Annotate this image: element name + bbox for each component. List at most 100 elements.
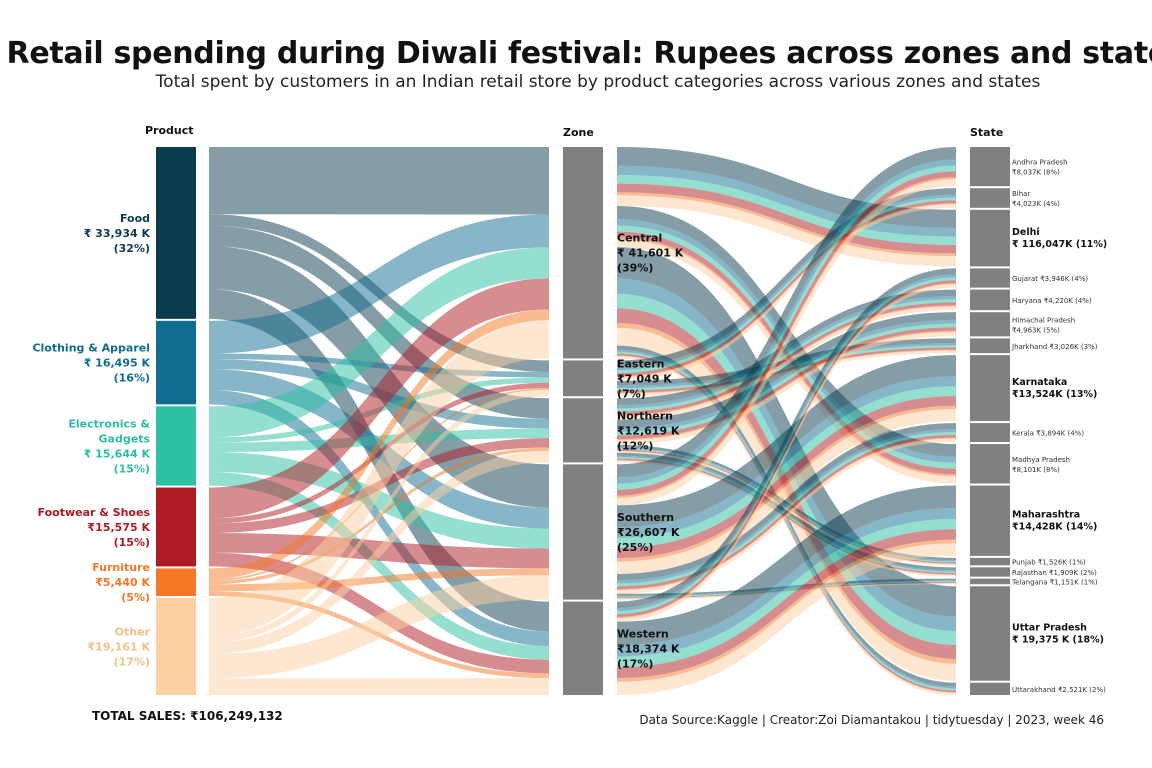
link-other-to-northern [209,450,549,654]
sankey-labels: Food ₹ 33,934 K (32%) Clothing & Apparel ₹ 1… [32,159,1107,694]
link-southern-to-andhra-pradesh-other [617,179,956,506]
product-column-header: Product [145,124,194,137]
link-southern-to-andhra-pradesh-food [617,147,956,478]
product-label-other: Other ₹19,161 K (17%) [88,625,151,668]
link-other-to-central [209,320,549,636]
state-label-himachal-pradesh: Himachal Pradesh ₹4,963K (5%) [1012,316,1075,334]
link-southern-to-kerala-furniture [617,437,956,591]
link-western-to-gujarat-furniture [617,283,956,619]
zone-state-links [617,147,956,695]
product-label-electronics-gadgets: Electronics & Gadgets ₹ 15,644 K (15%) [68,417,150,475]
link-western-to-maharashtra-furniture [617,539,956,682]
link-central-to-delhi-clothing-apparel [617,165,956,237]
state-column-header: State [970,126,1004,139]
zone-column-header: Zone [563,126,594,139]
state-node-rajasthan [970,567,1010,577]
product-node-electronics-gadgets [156,406,196,486]
link-western-to-gujarat-other [617,284,956,622]
state-node-gujarat [970,268,1010,288]
link-western-to-maharashtra-food [617,485,956,646]
link-eastern-to-bihar-electronics-gadgets [617,197,956,374]
state-label-maharashtra: Maharashtra ₹14,428K (14%) [1012,510,1097,533]
state-node-delhi [970,209,1010,267]
zone-label-northern: Northern ₹12,619 K (12%) [617,409,680,452]
link-western-to-gujarat-food [617,268,956,609]
link-southern-to-kerala-food [617,423,956,581]
link-northern-to-himachal-pradesh-food [617,312,956,428]
link-furniture-to-central [209,309,549,580]
link-other-to-western [209,678,549,695]
product-label-clothing-apparel: Clothing & Apparel ₹ 16,495 K (16%) [32,342,150,385]
link-central-to-uttarakhand-electronics-gadgets [617,351,956,691]
link-other-to-eastern [209,389,549,643]
state-node-madhya-pradesh [970,444,1010,484]
link-footwear-shoes-to-eastern [209,382,549,524]
state-label-gujarat: Gujarat ₹3,946K (4%) [1012,275,1088,283]
link-footwear-shoes-to-central [209,278,549,519]
product-label-food: Food ₹ 33,934 K (32%) [84,212,151,255]
link-food-to-northern [209,225,549,419]
state-label-telangana: Telangana ₹1,151K (1%) [1011,578,1098,586]
link-eastern-to-bihar-food [617,188,956,367]
state-label-uttarakhand: Uttarakhand ₹2,521K (2%) [1012,686,1106,694]
zone-node-eastern [563,360,603,397]
link-western-to-gujarat-footwear-shoes [617,280,956,618]
product-node-clothing-apparel [156,320,196,405]
link-western-to-maharashtra-electronics-gadgets [617,518,956,668]
link-eastern-to-bihar-other [617,204,956,381]
zone-node-northern [563,398,603,463]
link-southern-to-karnataka-footwear-shoes [617,396,956,559]
state-node-kerala [970,423,1010,443]
link-eastern-to-bihar-furniture [617,203,956,378]
state-label-karnataka: Karnataka ₹13,524K (13%) [1012,377,1097,400]
link-northern-to-himachal-pradesh-footwear-shoes [617,327,956,440]
state-node-uttarakhand [970,682,1010,695]
link-northern-to-himachal-pradesh-other [617,332,956,445]
state-node-andhra-pradesh [970,147,1010,187]
link-southern-to-karnataka-electronics-gadgets [617,386,956,548]
state-label-rajasthan: Rajasthan ₹1,909K (2%) [1012,569,1097,577]
sankey-nodes [156,147,1010,695]
link-eastern-to-bihar-footwear-shoes [617,200,956,377]
link-western-to-maharashtra-clothing-apparel [617,508,956,657]
link-southern-to-andhra-pradesh-clothing-apparel [617,159,956,484]
state-node-bihar [970,188,1010,208]
link-central-to-uttarakhand-other [617,356,956,695]
state-node-karnataka [970,355,1010,422]
state-label-bihar: Bihar ₹4,023K (4%) [1012,190,1060,208]
state-label-punjab: Punjab ₹1,526K (1%) [1012,559,1086,567]
state-label-kerala: Kerala ₹3,894K (4%) [1012,430,1084,438]
total-sales: TOTAL SALES: ₹106,249,132 [92,709,283,723]
link-central-to-delhi-footwear-shoes [617,183,956,254]
state-label-madhya-pradesh: Madhya Pradesh ₹8,101K (8%) [1012,456,1070,474]
data-source-credit: Data Source:Kaggle | Creator:Zoi Diamant… [639,713,1104,727]
link-southern-to-andhra-pradesh-footwear-shoes [617,171,956,496]
link-southern-to-karnataka-clothing-apparel [617,376,956,538]
state-label-delhi: Delhi ₹ 116,047K (11%) [1012,227,1107,250]
link-northern-to-haryana-food [617,289,956,406]
zone-node-southern [563,464,603,600]
product-node-food [156,147,196,319]
link-western-to-maharashtra-other [617,543,956,695]
link-northern-to-haryana-footwear-shoes [617,302,956,415]
chart-subtitle: Total spent by customers in an Indian re… [155,72,1041,92]
product-node-footwear-shoes [156,487,196,567]
link-electronics-gadgets-to-central [209,247,549,438]
link-western-to-maharashtra-footwear-shoes [617,529,956,679]
link-northern-to-haryana-other [617,306,956,420]
link-clothing-apparel-to-central [209,214,549,354]
state-node-maharashtra [970,485,1010,556]
chart-title: Retail spending during Diwali festival: … [6,36,1152,71]
link-southern-to-karnataka-other [617,409,956,574]
state-node-jharkhand [970,338,1010,354]
state-label-haryana: Haryana ₹4,220K (4%) [1012,297,1092,305]
zone-label-southern: Southern ₹26,607 K (25%) [617,511,680,554]
zone-label-central: Central ₹ 41,601 K (39%) [617,232,684,275]
zone-label-western: Western ₹18,374 K (17%) [617,627,680,670]
link-other-to-southern [209,575,549,679]
link-southern-to-kerala-electronics-gadgets [617,432,956,587]
product-label-footwear-shoes: Footwear & Shoes ₹15,575 K (15%) [38,506,151,549]
zone-node-western [563,601,603,695]
link-northern-to-rajasthan-other [617,460,956,577]
